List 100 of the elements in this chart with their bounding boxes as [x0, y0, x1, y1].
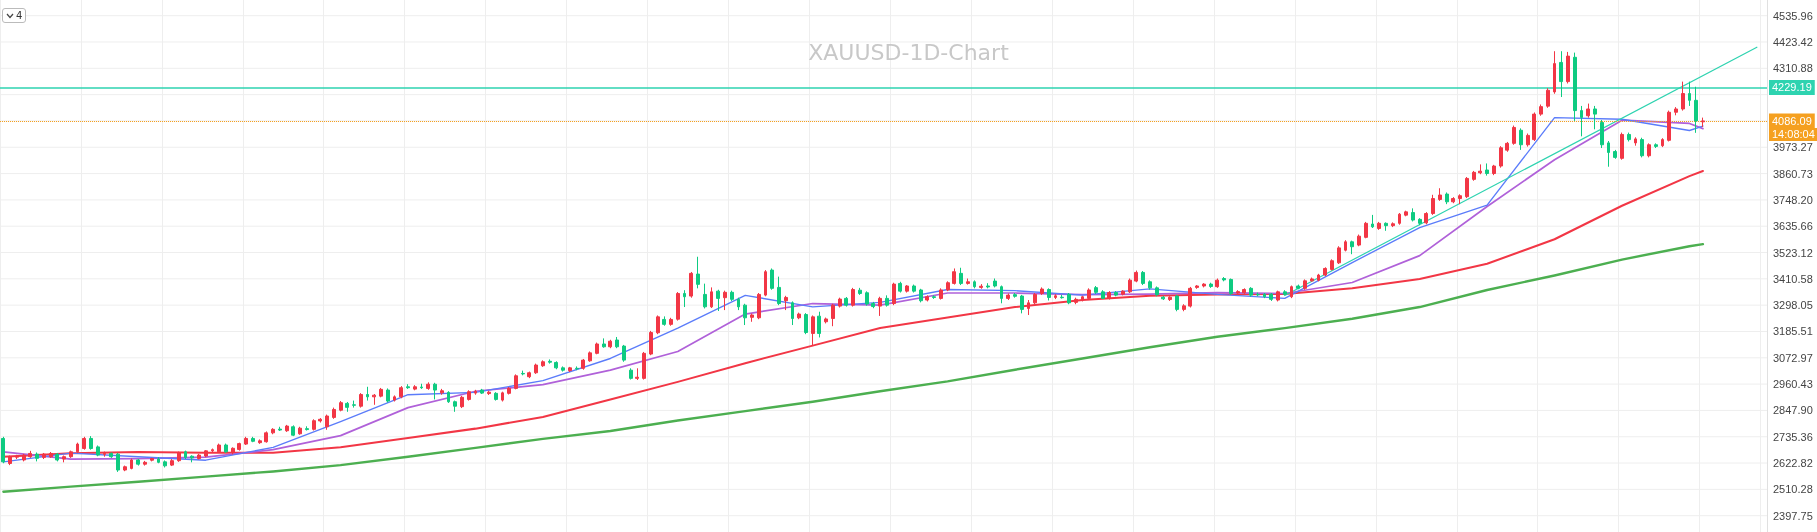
candlestick	[231, 446, 235, 455]
candlestick	[318, 417, 322, 424]
candlestick	[696, 256, 700, 289]
candlestick	[1634, 136, 1637, 147]
y-tick-label: 2735.36	[1773, 430, 1813, 443]
y-tick-label: 4423.42	[1773, 35, 1813, 48]
candlestick	[224, 443, 228, 454]
candlestick	[811, 314, 815, 347]
y-tick-label: 3523.12	[1773, 246, 1813, 259]
candlestick	[1155, 285, 1159, 297]
candlestick	[952, 267, 956, 286]
candlestick	[426, 381, 430, 391]
y-tick-label: 2847.90	[1773, 404, 1813, 417]
candlestick	[656, 314, 660, 335]
candlestick	[629, 367, 633, 381]
candlestick	[359, 392, 363, 409]
candlestick	[1505, 141, 1509, 153]
candlestick	[1195, 284, 1199, 290]
candlestick	[1478, 163, 1482, 175]
y-tick-label: 4535.96	[1773, 9, 1813, 22]
candlestick	[689, 271, 693, 299]
candlestick	[1357, 234, 1361, 247]
candlestick	[258, 438, 262, 445]
candlestick	[393, 394, 396, 403]
candlestick	[1472, 170, 1476, 182]
candlestick	[312, 418, 316, 432]
candlestick	[1161, 295, 1165, 301]
candlestick	[1303, 278, 1307, 291]
candlestick	[602, 337, 606, 349]
candlestick	[123, 465, 127, 472]
candlestick	[1654, 142, 1658, 149]
candlestick	[1667, 110, 1671, 142]
candlestick	[1539, 104, 1543, 117]
candlestick	[1553, 50, 1556, 95]
candlestick	[615, 336, 619, 349]
y-tick-label: 3298.05	[1773, 299, 1813, 312]
candlestick	[1586, 103, 1590, 119]
candlestick	[184, 450, 187, 460]
candlestick	[554, 360, 558, 370]
candlestick	[1128, 278, 1132, 294]
candlestick	[898, 281, 902, 294]
candlestick	[440, 388, 444, 396]
candlestick	[89, 435, 93, 451]
candlestick	[1283, 289, 1287, 296]
candlestick	[1040, 286, 1044, 296]
candlestick	[244, 436, 248, 446]
candlestick	[885, 294, 889, 308]
candlestick	[1202, 282, 1206, 288]
candlestick	[817, 311, 821, 338]
candlestick	[986, 282, 990, 289]
y-tick-label: 4310.88	[1773, 62, 1813, 75]
candlestick	[791, 300, 794, 326]
candlestick	[1485, 162, 1489, 177]
candlestick	[1465, 176, 1469, 199]
candlestick	[892, 282, 896, 306]
candlestick	[291, 424, 295, 437]
candlestick	[157, 456, 160, 464]
candlestick	[474, 389, 477, 396]
candlestick	[1276, 290, 1280, 302]
candlestick	[1532, 111, 1536, 142]
candlestick	[386, 387, 390, 403]
candlestick	[332, 407, 336, 420]
candlestick	[912, 284, 916, 294]
candlestick	[298, 426, 302, 436]
candlestick	[1694, 86, 1698, 134]
candlestick	[777, 276, 781, 306]
candlestick	[1546, 87, 1550, 109]
candlestick	[851, 287, 855, 308]
candlestick	[737, 297, 740, 311]
candlestick	[527, 371, 531, 379]
candlestick	[507, 386, 511, 395]
candlestick	[548, 358, 552, 365]
candlestick	[1087, 287, 1091, 301]
candlestick	[1013, 292, 1017, 299]
candlestick	[1047, 287, 1051, 301]
candlestick	[1377, 221, 1381, 231]
candlestick	[1114, 290, 1118, 297]
candlestick	[1620, 132, 1624, 161]
candlestick	[190, 454, 194, 463]
candlestick	[959, 267, 963, 286]
candlestick	[1701, 117, 1705, 128]
candlestick	[1364, 221, 1368, 239]
candlestick	[568, 366, 572, 373]
candlestick	[622, 344, 626, 363]
candlestick	[966, 278, 970, 286]
candlestick	[878, 296, 882, 317]
candlestick	[413, 384, 417, 391]
candlestick	[1438, 187, 1442, 202]
candlestick	[325, 414, 329, 431]
candlestick	[136, 458, 140, 467]
candlestick	[1215, 278, 1219, 289]
candlestick	[1249, 286, 1253, 298]
candlestick	[757, 292, 761, 320]
candlestick	[1350, 240, 1354, 255]
candlestick	[1593, 105, 1597, 130]
candlestick	[764, 269, 767, 297]
candlestick	[939, 287, 943, 301]
candlestick	[1067, 292, 1071, 305]
y-tick-label: 3185.51	[1773, 325, 1813, 338]
candlestick	[1573, 52, 1577, 122]
